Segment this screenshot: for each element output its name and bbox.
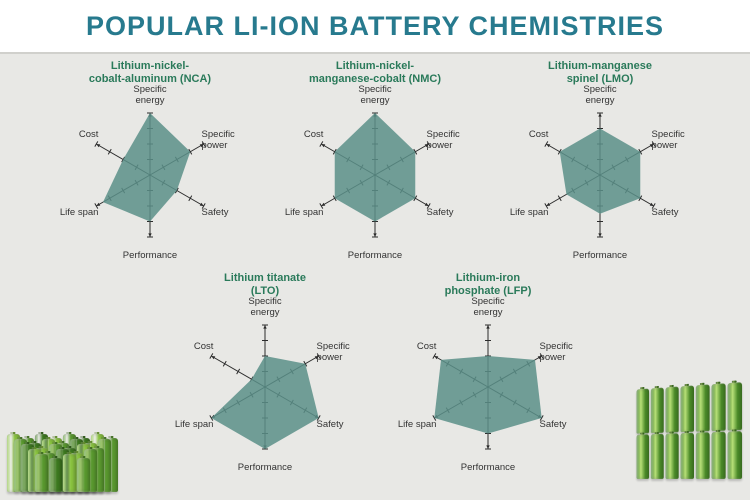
axis-label-life_span: Life span [376,420,436,430]
radar-chart-lfp: Lithium-iron phosphate (LFP)Specific ene… [378,272,598,472]
axis-label-performance: Performance [570,251,630,261]
axis-label-specific_power: Specific power [202,130,262,151]
axis-label-specific_power: Specific power [317,342,377,363]
radar-wrap: Specific energySpecific powerSafetyPerfo… [490,87,710,257]
chart-title: Lithium-nickel- manganese-cobalt (NMC) [265,60,485,85]
radar-svg [490,87,710,257]
axis-label-life_span: Life span [153,420,213,430]
header: POPULAR LI-ION BATTERY CHEMISTRIES [0,0,750,54]
axis-label-cost: Cost [38,130,98,140]
axis-label-safety: Safety [317,420,377,430]
chart-title: Lithium-nickel- cobalt-aluminum (NCA) [40,60,260,85]
axis-label-specific_energy: Specific energy [458,297,518,318]
axis-label-safety: Safety [652,208,712,218]
axis-label-performance: Performance [120,251,180,261]
battery-pack-decoration [624,382,744,492]
radar-chart-nca: Lithium-nickel- cobalt-aluminum (NCA)Spe… [40,60,260,260]
radar-wrap: Specific energySpecific powerSafetyPerfo… [265,87,485,257]
chart-title: Lithium titanate (LTO) [155,272,375,297]
axis-label-cost: Cost [153,342,213,352]
chart-title: Lithium-manganese spinel (LMO) [490,60,710,85]
axis-label-specific_power: Specific power [540,342,600,363]
radar-svg [155,299,375,469]
axis-label-specific_power: Specific power [427,130,487,151]
radar-wrap: Specific energySpecific powerSafetyPerfo… [40,87,260,257]
axis-label-safety: Safety [202,208,262,218]
axis-label-cost: Cost [488,130,548,140]
radar-chart-lto: Lithium titanate (LTO)Specific energy Spe… [155,272,375,472]
axis-label-safety: Safety [540,420,600,430]
page-title: POPULAR LI-ION BATTERY CHEMISTRIES [86,11,664,42]
chart-title: Lithium-iron phosphate (LFP) [378,272,598,297]
axis-label-performance: Performance [345,251,405,261]
axis-label-cost: Cost [376,342,436,352]
axis-label-life_span: Life span [38,208,98,218]
radar-svg [40,87,260,257]
radar-chart-lmo: Lithium-manganese spinel (LMO)Specific e… [490,60,710,260]
radar-svg [265,87,485,257]
axis-label-performance: Performance [458,463,518,473]
axis-label-cost: Cost [263,130,323,140]
axis-label-specific_energy: Specific energy [345,85,405,106]
axis-label-specific_energy: Specific energy [570,85,630,106]
axis-label-performance: Performance [235,463,295,473]
radar-chart-nmc: Lithium-nickel- manganese-cobalt (NMC)Sp… [265,60,485,260]
radar-svg [378,299,598,469]
battery-pyramid-decoration [6,402,136,492]
axis-label-specific_energy: Specific energy [120,85,180,106]
axis-label-life_span: Life span [263,208,323,218]
axis-label-specific_energy: Specific energy [235,297,295,318]
radar-wrap: Specific energySpecific powerSafetyPerfo… [378,299,598,469]
axis-label-safety: Safety [427,208,487,218]
radar-wrap: Specific energySpecific powerSafetyPerfo… [155,299,375,469]
axis-label-life_span: Life span [488,208,548,218]
axis-label-specific_power: Specific power [652,130,712,151]
